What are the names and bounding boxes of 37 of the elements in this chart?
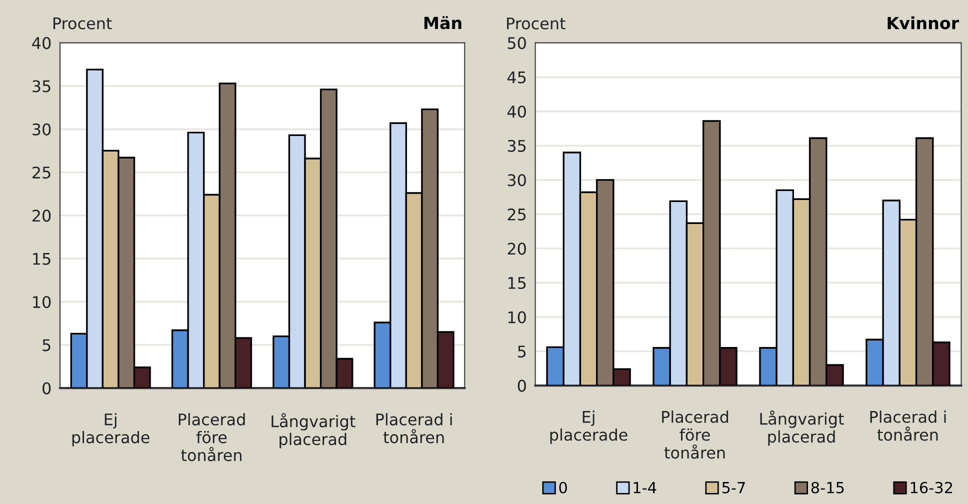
y-axis-title: Procent xyxy=(53,18,112,30)
x-tick-label: Ej placerade xyxy=(550,410,628,444)
y-tick-label: 30 xyxy=(508,174,526,186)
x-tick-label: Placerad före tonåren xyxy=(662,410,728,459)
y-tick-label: 35 xyxy=(32,80,50,92)
y-tick-label: 30 xyxy=(32,123,51,136)
y-tick-label: 10 xyxy=(508,311,526,324)
legend-label: 16-32 xyxy=(910,482,952,494)
y-tick-label: 25 xyxy=(32,166,50,179)
legend-label: 1-4 xyxy=(634,482,656,494)
legend-label: 5-7 xyxy=(722,482,745,494)
y-tick-label: 10 xyxy=(33,296,51,308)
x-tick-label: Långvarigt placerad xyxy=(760,410,844,446)
x-tick-label: Långvarigt placerad xyxy=(272,413,356,448)
chart-title: Män xyxy=(424,16,462,30)
y-axis-title: Procent xyxy=(507,18,566,30)
y-tick-label: 40 xyxy=(32,37,51,50)
legend-label: 0 xyxy=(559,482,567,494)
y-tick-label: 5 xyxy=(518,346,526,358)
y-tick-label: 0 xyxy=(42,382,51,394)
x-tick-label: Placerad före tonåren xyxy=(178,413,245,462)
y-tick-label: 35 xyxy=(508,140,526,152)
legend-label: 8-15 xyxy=(811,482,844,494)
y-tick-label: 40 xyxy=(507,106,526,118)
y-tick-label: 50 xyxy=(508,37,526,50)
x-tick-label: Placerad i tonåren xyxy=(376,413,452,444)
y-tick-label: 20 xyxy=(32,210,51,222)
y-tick-label: 5 xyxy=(42,339,50,352)
y-tick-label: 0 xyxy=(518,380,526,392)
x-tick-label: Placerad i tonåren xyxy=(870,410,946,441)
y-tick-label: 15 xyxy=(33,253,50,265)
y-tick-label: 45 xyxy=(507,72,526,84)
y-tick-label: 20 xyxy=(508,242,526,255)
chart-title: Kvinnor xyxy=(888,16,960,30)
y-tick-label: 25 xyxy=(508,208,526,220)
x-tick-label: Ej placerade xyxy=(72,413,150,446)
y-tick-label: 15 xyxy=(508,277,526,290)
